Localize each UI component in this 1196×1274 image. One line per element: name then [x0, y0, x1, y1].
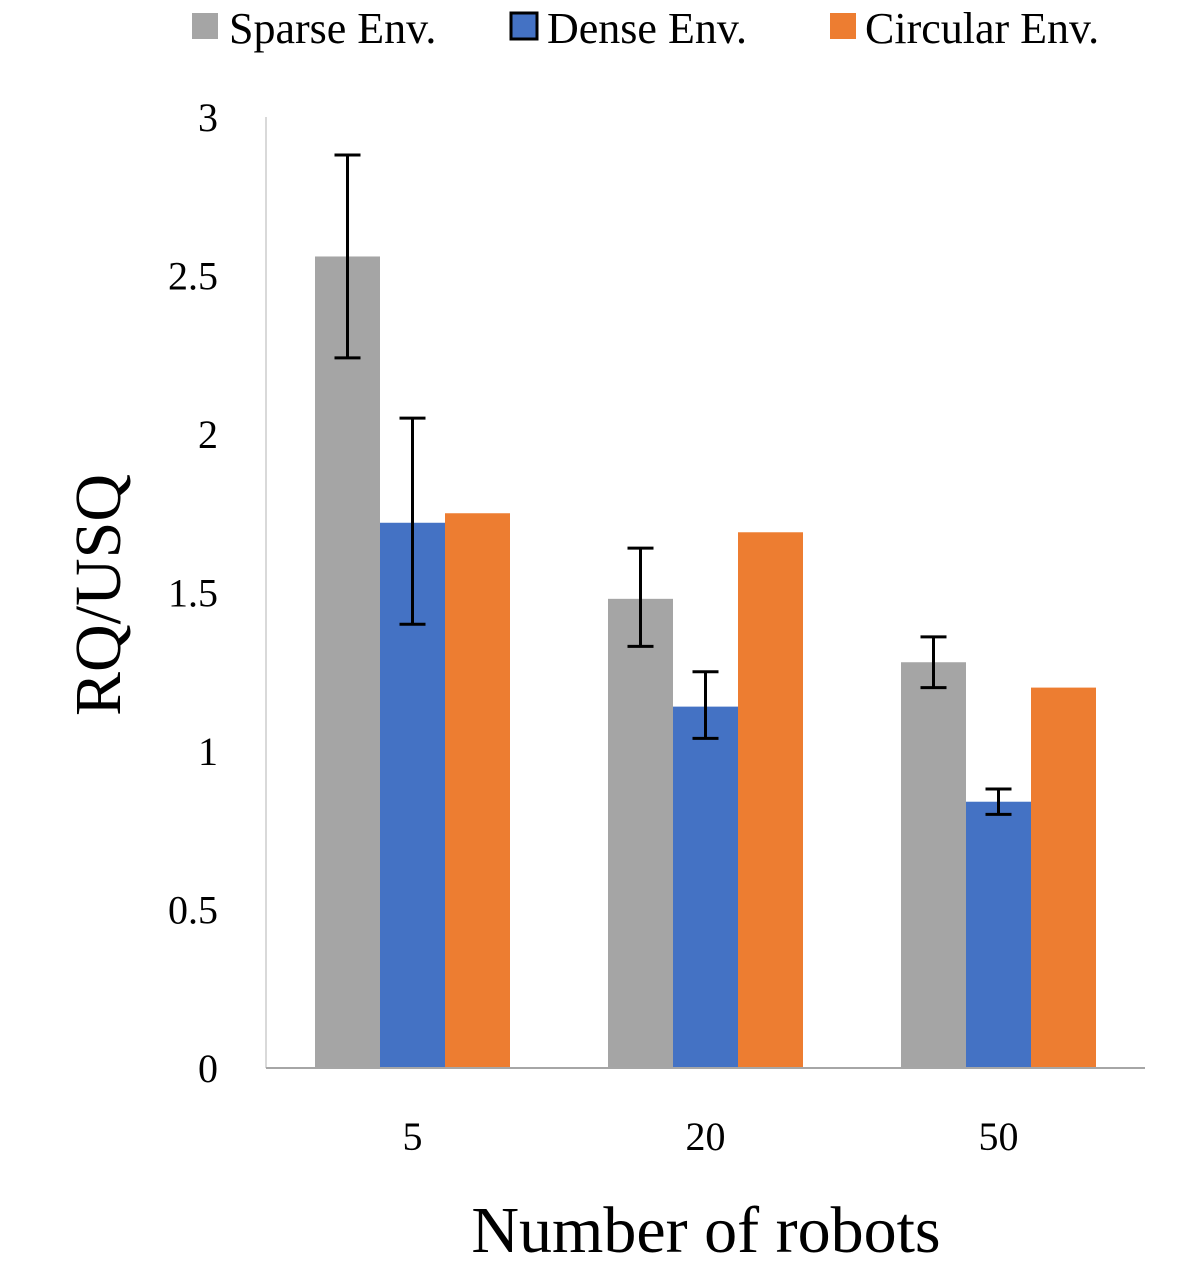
- error-bar: [920, 635, 947, 690]
- bar: [901, 662, 966, 1068]
- y-tick-label: 2.5: [168, 254, 218, 299]
- y-axis-title: RQ/USQ: [62, 474, 135, 716]
- y-tick-label: 0: [198, 1046, 218, 1091]
- y-axis-ticks: 0 0.5 1 1.5 2 2.5 3: [168, 95, 218, 1091]
- error-bar: [692, 670, 719, 740]
- error-bar: [985, 787, 1012, 816]
- bar: [608, 598, 673, 1068]
- error-bar: [399, 416, 426, 626]
- legend-item: Sparse Env.: [192, 4, 436, 53]
- legend: Sparse Env. Dense Env. Circular Env.: [192, 4, 1099, 53]
- y-tick-label: 0.5: [168, 888, 218, 933]
- legend-swatch: [830, 13, 856, 39]
- x-axis-title: Number of robots: [471, 1194, 940, 1267]
- bar: [738, 532, 803, 1068]
- error-bars: [334, 153, 1012, 816]
- error-bar: [627, 546, 654, 648]
- legend-swatch: [192, 13, 218, 39]
- x-tick-label: 5: [403, 1114, 423, 1159]
- x-tick-label: 50: [979, 1114, 1019, 1159]
- legend-label: Sparse Env.: [229, 4, 436, 53]
- bar: [673, 706, 738, 1068]
- legend-label: Dense Env.: [547, 4, 747, 53]
- bar: [315, 256, 380, 1069]
- bars: [315, 256, 1096, 1069]
- x-axis-ticks: 5 20 50: [403, 1114, 1019, 1159]
- error-bar: [334, 153, 361, 360]
- legend-item: Dense Env.: [509, 4, 747, 53]
- legend-swatch: [509, 11, 539, 41]
- legend-item: Circular Env.: [830, 4, 1099, 53]
- x-tick-label: 20: [686, 1114, 726, 1159]
- y-tick-label: 1.5: [168, 571, 218, 616]
- legend-label: Circular Env.: [865, 4, 1099, 53]
- bar: [966, 801, 1031, 1068]
- bar: [445, 513, 510, 1068]
- y-tick-label: 3: [198, 95, 218, 140]
- bar: [1031, 687, 1096, 1068]
- y-tick-label: 2: [198, 412, 218, 457]
- y-tick-label: 1: [198, 729, 218, 774]
- plot-area: [265, 117, 1145, 1069]
